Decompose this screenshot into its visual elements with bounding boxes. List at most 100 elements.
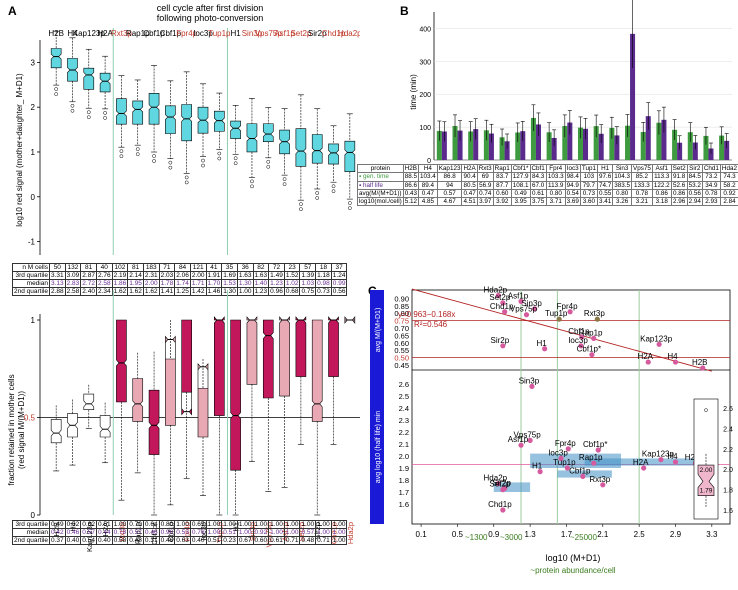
b-ytick-label: 200 (419, 92, 431, 99)
b-table-header-cell: H4 (418, 165, 437, 173)
a2-box (165, 337, 175, 426)
panel-a-title-1: cell cycle after first division (157, 3, 264, 13)
a1-outlier (71, 104, 74, 107)
a2-table-cell: 0.57 (81, 529, 97, 537)
a1-outlier (104, 116, 107, 119)
a2-box (247, 317, 257, 384)
c-top-point-label: Rxt3p (584, 309, 605, 318)
a1-table-cell: 2.19 (112, 272, 128, 280)
b-table-cell: 83.7 (493, 173, 511, 181)
panel-a-bottom-ylabel-1: fraction retained in mother cells (7, 374, 16, 485)
b-table-cell: 0.47 (418, 189, 437, 197)
a2-table-cell: 0.40 (65, 537, 81, 545)
panel-c-range2: ~3000 (500, 533, 523, 542)
a2-table-cell: 1.00 (222, 521, 238, 529)
c-bottom-point-label: Fpr4p (555, 439, 576, 448)
b-table-cell: 3.75 (530, 198, 546, 206)
b-table-cell: 133.3 (632, 181, 653, 189)
a1-outlier (87, 116, 90, 119)
a1-table-cell: 1.18 (316, 272, 332, 280)
a1-box (231, 121, 241, 138)
a2-table-cell: 0.53 (175, 529, 191, 537)
c-ytick-bottom: 2.2 (399, 428, 409, 437)
a1-table-cell: 50 (49, 264, 65, 272)
a1-table-cell: 1.23 (269, 280, 285, 288)
a1-outlier (55, 88, 58, 91)
c-ytick-bottom: 1.9 (399, 464, 409, 473)
c-xtick-label: 2.5 (634, 530, 646, 539)
a2-table-cell: 0.42 (49, 529, 65, 537)
b-table-header-cell: H2A (462, 165, 477, 173)
a2-table-cell: 1.00 (331, 529, 347, 537)
a2-table-cell: 0.62 (81, 521, 97, 529)
b-table-header-cell: Tup1 (580, 165, 597, 173)
a2-box (116, 320, 126, 402)
c-bottom-point-label: Rap1p (579, 453, 603, 462)
b-table-cell: 4.85 (418, 198, 437, 206)
a2-box (296, 317, 306, 377)
a1-table-cell: 2.72 (81, 280, 97, 288)
c-ytick-bottom: 2.5 (399, 392, 409, 401)
a2-table-cell: 1.00 (269, 521, 285, 529)
a1-outlier (185, 181, 188, 184)
b-table-cell: 2.94 (687, 198, 702, 206)
b-table-cell: 85.2 (632, 173, 653, 181)
c-xtick-label: 3.3 (706, 530, 718, 539)
a2-box (84, 394, 94, 410)
c-bottom-axis-label: avg log10 (half life) min (375, 411, 382, 483)
b-table-cell: 53.2 (687, 181, 702, 189)
a2-table-cell: 0.71 (284, 537, 300, 545)
a1-box (296, 129, 306, 167)
c-ytick-bottom: 2.1 (399, 440, 409, 449)
c-xtick-label: 2.9 (670, 530, 682, 539)
a1-protein-label: Tup1p (208, 29, 231, 38)
panel-c-xlabel2: ~protein abundance/cell (530, 566, 615, 575)
panel-a-bottom-ylabel-2: (red signal M/(M+D1)) (17, 391, 26, 469)
a2-table-cell: 0.67 (237, 537, 253, 545)
panel-a-top-chart: cell cycle after first division followin… (0, 0, 360, 290)
b-table-row-label: ▪ half life (358, 181, 404, 189)
a2-table-cell: 0.70 (128, 521, 144, 529)
a2-table-cell: 1.00 (316, 529, 332, 537)
a2-table-cell: 0.49 (49, 521, 65, 529)
a2-table-cell: 0.90 (159, 529, 175, 537)
a1-outlier (169, 161, 172, 164)
b-table-header-cell: Set2 (671, 165, 687, 173)
a1-outlier (234, 162, 237, 165)
c-bottom-point-label: Cbf1p* (583, 440, 607, 449)
a1-table-cell: 72 (269, 264, 285, 272)
b-table-cell: 3.26 (613, 198, 632, 206)
a1-outlier (185, 176, 188, 179)
a1-table-cell: 84 (175, 264, 191, 272)
a2-box (329, 317, 339, 377)
a2-table-cell: 0.40 (190, 537, 206, 545)
a1-table-cell: 1.74 (175, 280, 191, 288)
b-table-cell: 94 (437, 181, 462, 189)
a1-table-cell: 1.78 (159, 280, 175, 288)
a2-table-cell: 0.51 (96, 521, 112, 529)
a1-ytick-label: 1 (31, 148, 36, 157)
b-table-cell: 73.2 (702, 173, 720, 181)
b-table-cell: 86.8 (437, 173, 462, 181)
b-table-cell: 0.80 (613, 189, 632, 197)
b-table-cell: 80.5 (462, 181, 477, 189)
a2-table-cell: 0.46 (143, 529, 159, 537)
b-table-cell: 0.47 (462, 189, 477, 197)
a1-outlier (283, 183, 286, 186)
a1-outlier (218, 152, 221, 155)
a1-box (312, 135, 322, 164)
a1-outlier (332, 185, 335, 188)
a2-table-cell: 0.60 (253, 537, 269, 545)
a1-table-cell: 71 (159, 264, 175, 272)
a2-box (182, 320, 192, 415)
c-xtick-label: 0.1 (416, 530, 428, 539)
a1-outlier (316, 191, 319, 194)
c-bottom-point-label: Cbf1p (569, 466, 591, 475)
b-table-cell: 0.61 (530, 189, 546, 197)
